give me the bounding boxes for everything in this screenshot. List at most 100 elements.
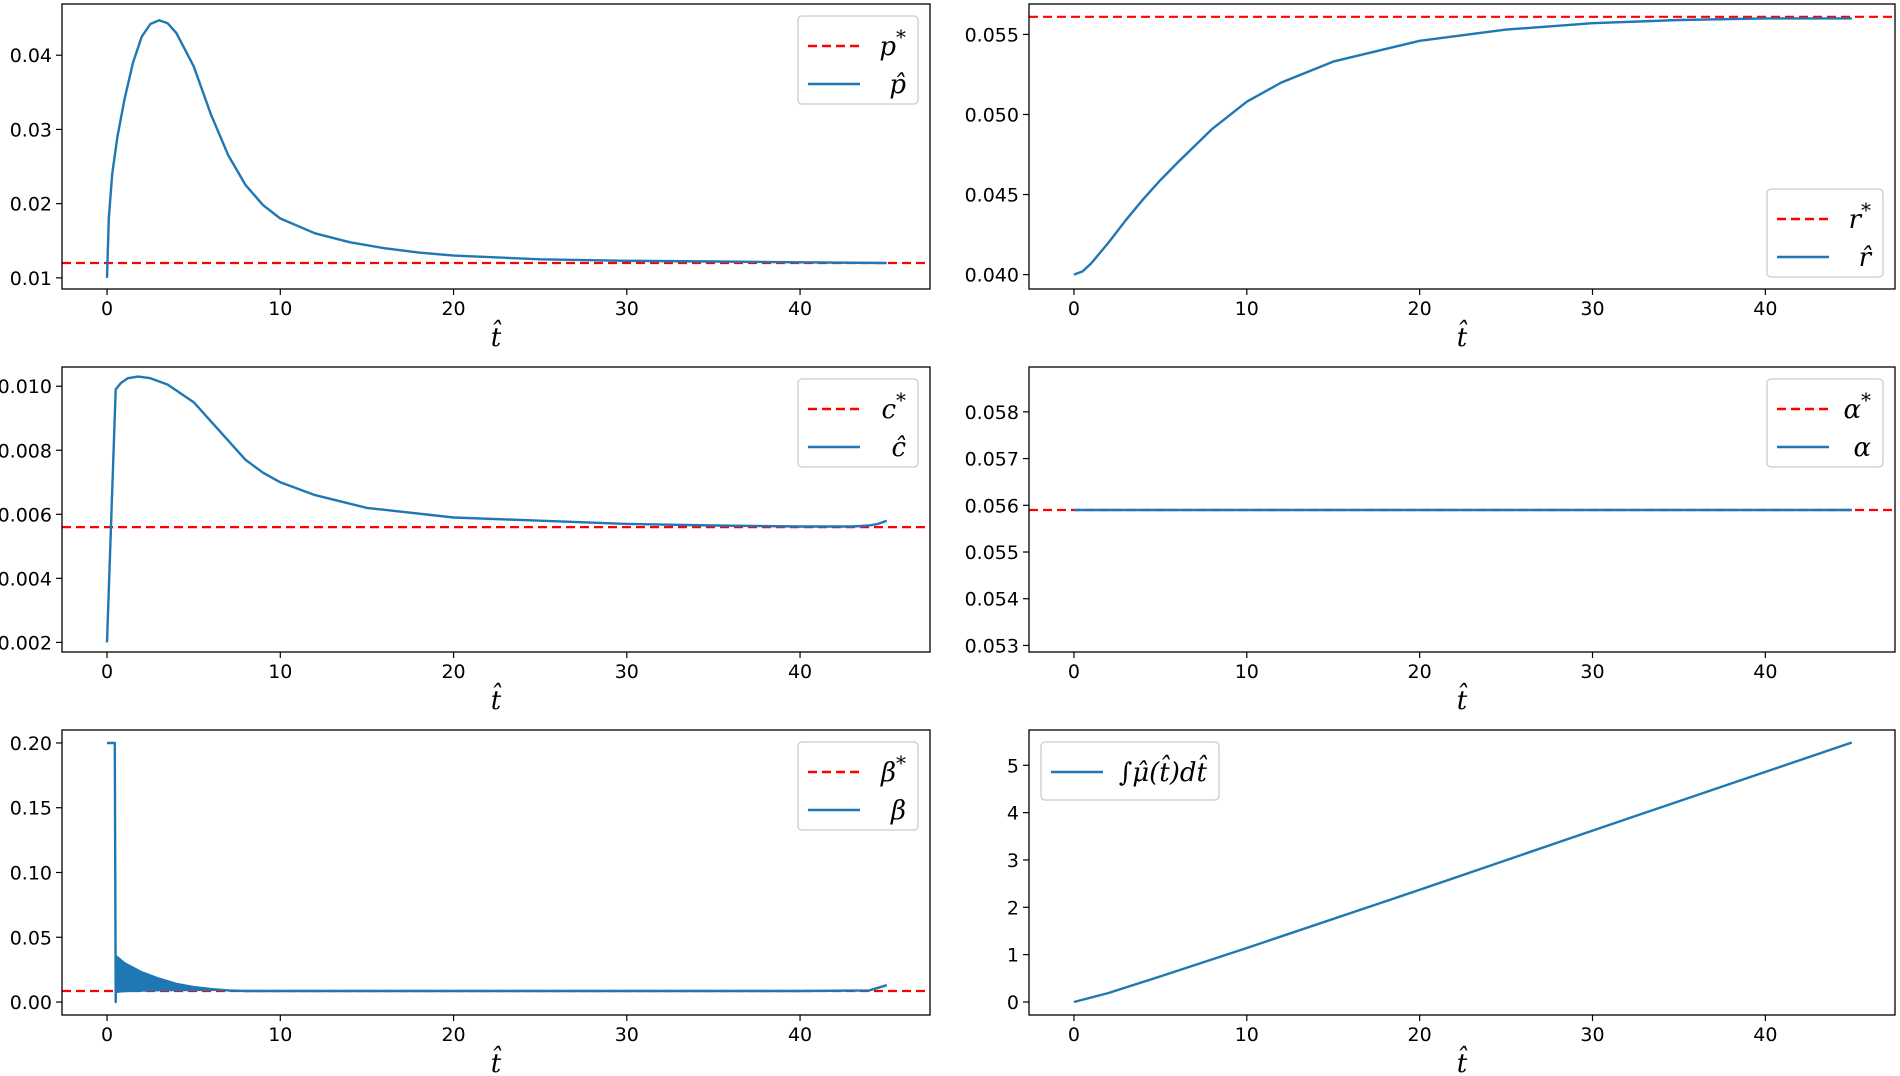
x-tick-label: 30 — [1580, 1024, 1604, 1046]
x-tick-label: 40 — [788, 1024, 812, 1046]
legend-label-reference: α* — [1843, 388, 1871, 425]
y-tick-label: 0.004 — [0, 568, 52, 590]
y-tick-label: 0.010 — [0, 376, 52, 398]
y-tick-label: 2 — [1007, 897, 1019, 919]
plot-area — [1073, 741, 1853, 1004]
oscillation-band-beta — [116, 956, 246, 993]
x-tick-label: 10 — [1235, 1024, 1259, 1046]
legend-label-reference: β* — [880, 751, 906, 788]
x-tick-label: 0 — [101, 661, 113, 683]
legend-label-series: p̂ — [889, 70, 906, 100]
x-tick-label: 20 — [1408, 661, 1432, 683]
x-tick-label: 20 — [441, 298, 465, 320]
legend-box — [1766, 188, 1884, 278]
plot-area — [62, 19, 930, 278]
legend-box — [1040, 741, 1220, 801]
panel-p: 0 10 20 30 40 0.01 0.02 0.03 0.04 t̂ p* p̂ — [10, 3, 931, 353]
y-tick-label: 0.057 — [965, 449, 1019, 471]
y-tick-label: 0.20 — [10, 733, 52, 755]
x-tick-label: 30 — [615, 661, 639, 683]
legend-label-series: α — [1853, 433, 1871, 463]
legend-box — [1766, 378, 1884, 468]
y-tick-label: 0.04 — [10, 45, 52, 67]
y-tick-label: 0.00 — [10, 992, 52, 1014]
legend: c* ĉ — [797, 378, 919, 468]
x-axis-label: t̂ — [491, 319, 503, 353]
x-tick-label: 10 — [268, 661, 292, 683]
y-tick-label: 4 — [1007, 803, 1019, 825]
x-tick-label: 0 — [101, 298, 113, 320]
x-axis-label: t̂ — [491, 682, 503, 716]
y-tick-label: 0.02 — [10, 194, 52, 216]
axes-frame — [61, 366, 931, 653]
x-tick-label: 40 — [1753, 661, 1777, 683]
y-tick-label: 0.15 — [10, 798, 52, 820]
x-axis-label: t̂ — [491, 1045, 503, 1076]
legend: α* α — [1766, 378, 1884, 468]
panel-mu: 0 10 20 30 40 0 1 2 3 4 5 t̂ ∫μ̂(t̂)dt̂ — [1007, 729, 1896, 1076]
y-tick-label: 0.03 — [10, 119, 52, 141]
x-tick-label: 30 — [615, 298, 639, 320]
x-axis-label: t̂ — [1457, 682, 1469, 716]
y-tick-label: 1 — [1007, 945, 1019, 967]
y-tick-label: 0 — [1007, 992, 1019, 1014]
axes-frame — [1028, 366, 1896, 653]
y-tick-label: 0.055 — [965, 542, 1019, 564]
legend-label-reference: r* — [1849, 198, 1871, 235]
x-tick-label: 20 — [1408, 298, 1432, 320]
x-tick-label: 10 — [1235, 661, 1259, 683]
y-tick-label: 0.053 — [965, 635, 1019, 657]
y-tick-label: 0.050 — [965, 104, 1019, 126]
x-tick-label: 30 — [1580, 661, 1604, 683]
y-tick-label: 0.058 — [965, 402, 1019, 424]
panel-alpha: 0 10 20 30 40 0.053 0.054 0.055 0.056 0.057 0.058 t… — [965, 366, 1896, 716]
legend-label-reference: c* — [881, 388, 906, 425]
legend: p* p̂ — [797, 15, 919, 105]
legend: ∫μ̂(t̂)dt̂ — [1040, 741, 1220, 801]
plot-area — [62, 741, 930, 1004]
x-axis-label: t̂ — [1457, 319, 1469, 353]
y-tick-label: 0.054 — [965, 589, 1019, 611]
legend-label-series: ∫μ̂(t̂)dt̂ — [1119, 754, 1208, 788]
plot-area — [62, 375, 930, 643]
x-tick-label: 20 — [441, 661, 465, 683]
legend-box — [797, 15, 919, 105]
x-tick-label: 0 — [1068, 661, 1080, 683]
y-tick-label: 0.006 — [0, 504, 52, 526]
x-tick-label: 40 — [788, 661, 812, 683]
x-tick-label: 40 — [1753, 298, 1777, 320]
series-line-c — [105, 375, 888, 643]
y-tick-label: 0.056 — [965, 495, 1019, 517]
x-axis-label: t̂ — [1457, 1045, 1469, 1076]
legend-label-series: β — [890, 796, 906, 826]
axes-frame — [1028, 3, 1896, 290]
y-tick-label: 3 — [1007, 850, 1019, 872]
legend: r* r̂ — [1766, 188, 1884, 278]
legend-label-series: ĉ — [891, 433, 906, 463]
plot-area — [1029, 15, 1895, 276]
x-tick-label: 30 — [1580, 298, 1604, 320]
legend-box — [797, 741, 919, 831]
series-line-mu — [1073, 741, 1853, 1004]
legend-box — [797, 378, 919, 468]
y-tick-label: 0.01 — [10, 268, 52, 290]
legend: β* β — [797, 741, 919, 831]
x-tick-label: 20 — [1408, 1024, 1432, 1046]
y-tick-label: 0.002 — [0, 632, 52, 654]
x-tick-label: 0 — [1068, 1024, 1080, 1046]
x-tick-label: 20 — [441, 1024, 465, 1046]
legend-label-series: r̂ — [1859, 243, 1873, 273]
y-tick-label: 0.045 — [965, 185, 1019, 207]
x-tick-label: 10 — [1235, 298, 1259, 320]
y-tick-label: 5 — [1007, 755, 1019, 777]
y-tick-label: 0.10 — [10, 863, 52, 885]
x-tick-label: 10 — [268, 1024, 292, 1046]
y-tick-label: 0.055 — [965, 24, 1019, 46]
panel-c: 0 10 20 30 40 0.002 0.004 0.006 0.008 0.010 t̂ c* ĉ — [0, 366, 931, 716]
y-tick-label: 0.040 — [965, 265, 1019, 287]
series-line-p — [105, 19, 887, 278]
panel-beta: 0 10 20 30 40 0.00 0.05 0.10 0.15 0.20 t̂ β* β — [10, 729, 931, 1076]
axes-frame — [61, 3, 931, 290]
series-line-r — [1073, 17, 1852, 276]
